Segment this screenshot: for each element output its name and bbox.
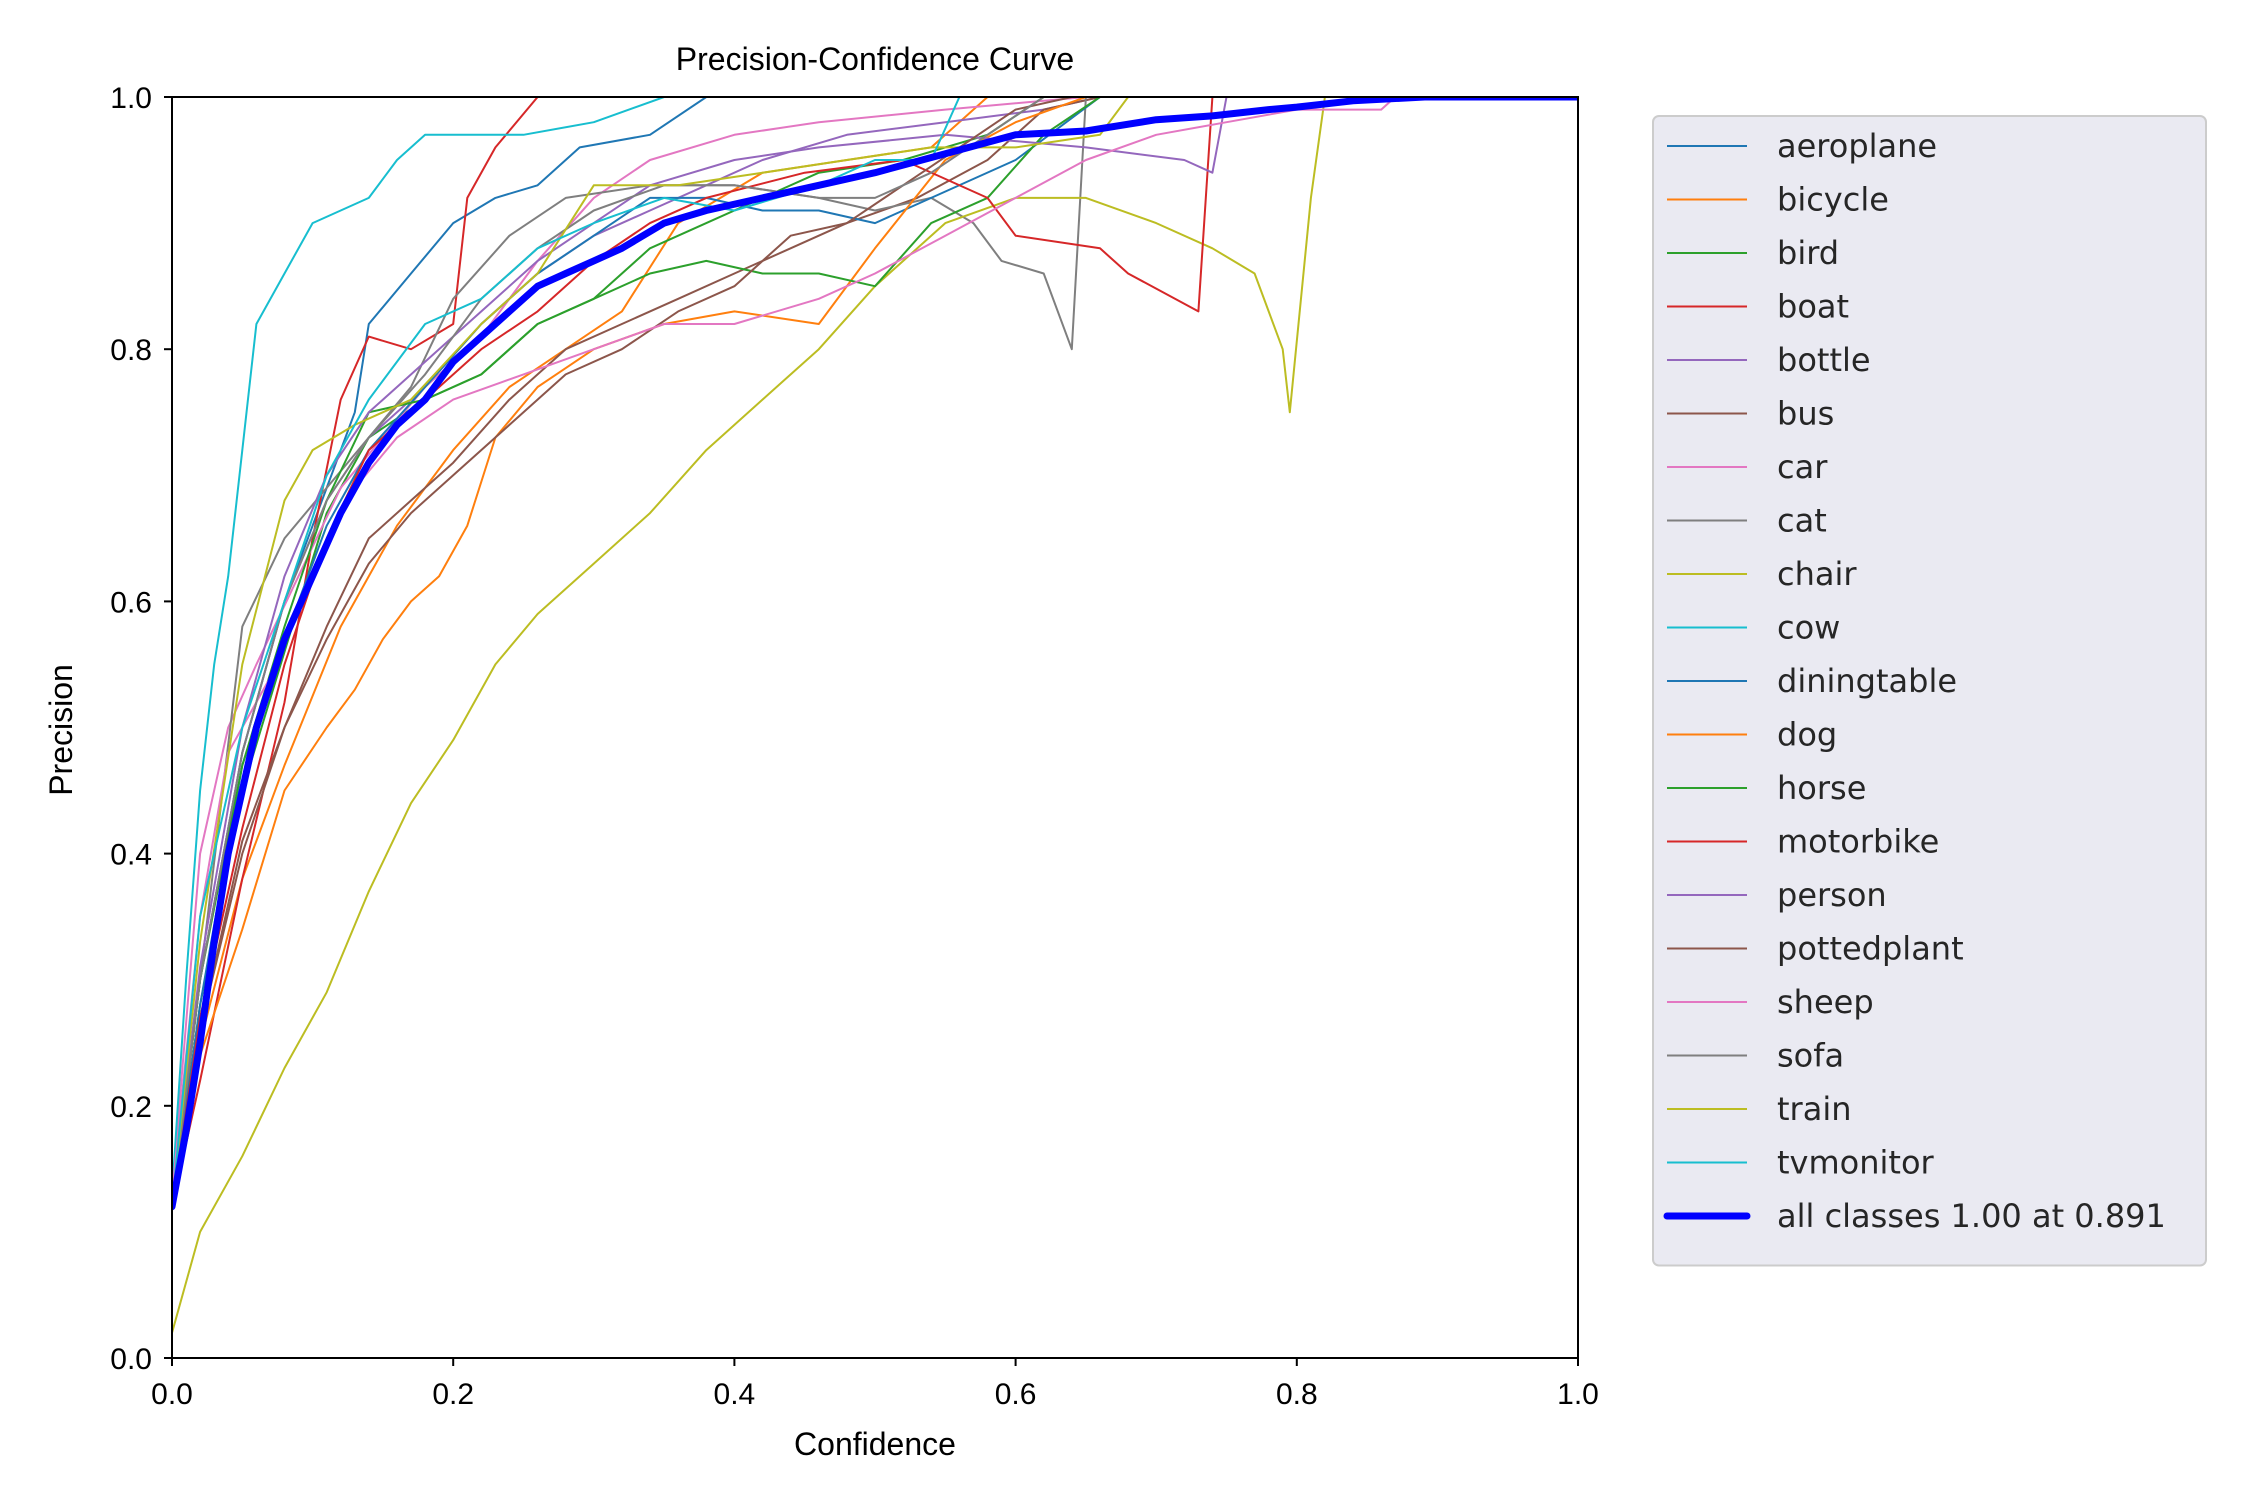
plot-frame <box>171 96 1579 1359</box>
y-tick-label: 1.0 <box>110 82 152 115</box>
legend-label: sheep <box>1777 983 1874 1021</box>
y-tick-label: 0.8 <box>110 334 152 367</box>
legend-label: train <box>1777 1090 1851 1128</box>
legend-label: horse <box>1777 769 1866 807</box>
y-tick-label: 0.4 <box>110 839 152 872</box>
legend-label: person <box>1777 876 1887 914</box>
y-tick-label: 0.6 <box>110 586 152 619</box>
series-line-all-classes <box>172 97 1578 1211</box>
x-tick-label: 0.0 <box>151 1378 193 1411</box>
y-tick-label: 0.0 <box>110 1343 152 1376</box>
series-line-horse <box>172 97 1578 1207</box>
legend-label: pottedplant <box>1777 930 1964 968</box>
series-line-boat <box>172 97 1578 1207</box>
series-line-train <box>172 97 1578 1207</box>
plot-area: 0.0 0.2 0.4 0.6 0.8 1.0 0.0 0.2 0.4 0.6 0.8 1.0 <box>110 82 1599 1411</box>
series-line-tvmonitor <box>172 97 1578 1207</box>
y-axis-label: Precision <box>43 664 79 796</box>
legend-label: boat <box>1777 288 1849 326</box>
legend-label: bird <box>1777 234 1839 272</box>
series-line-cow <box>172 97 1578 1195</box>
y-tick-label: 0.2 <box>110 1091 152 1124</box>
legend-label: dog <box>1777 716 1837 754</box>
series-line-chair <box>172 97 1578 1334</box>
series-lines <box>172 97 1578 1334</box>
legend-label: sofa <box>1777 1037 1844 1075</box>
x-tick-label: 0.2 <box>432 1378 474 1411</box>
legend-label: bus <box>1777 395 1834 433</box>
legend-label: motorbike <box>1777 823 1939 861</box>
x-tick-label: 0.4 <box>714 1378 756 1411</box>
legend-label: aeroplane <box>1777 127 1937 165</box>
x-tick-label: 1.0 <box>1557 1378 1599 1411</box>
axis-ticks: 0.0 0.2 0.4 0.6 0.8 1.0 0.0 0.2 0.4 0.6 0.8 1.0 <box>110 82 1599 1411</box>
legend: aeroplane bicycle bird boat bottle bus car cat c… <box>1652 115 2207 1267</box>
chart-title: Precision-Confidence Curve <box>676 41 1074 77</box>
x-tick-label: 0.8 <box>1276 1378 1318 1411</box>
legend-label: diningtable <box>1777 662 1957 700</box>
legend-label: car <box>1777 448 1828 486</box>
legend-label: bicycle <box>1777 181 1889 219</box>
legend-label: chair <box>1777 555 1857 593</box>
legend-label: all classes 1.00 at 0.891 <box>1777 1197 2166 1235</box>
legend-label: cat <box>1777 502 1827 540</box>
legend-label: tvmonitor <box>1777 1144 1935 1182</box>
legend-label: bottle <box>1777 341 1871 379</box>
series-line-motorbike <box>172 97 1578 1207</box>
x-tick-label: 0.6 <box>995 1378 1037 1411</box>
legend-box <box>1652 115 2207 1267</box>
x-axis-label: Confidence <box>794 1426 956 1462</box>
legend-label: cow <box>1777 609 1840 647</box>
